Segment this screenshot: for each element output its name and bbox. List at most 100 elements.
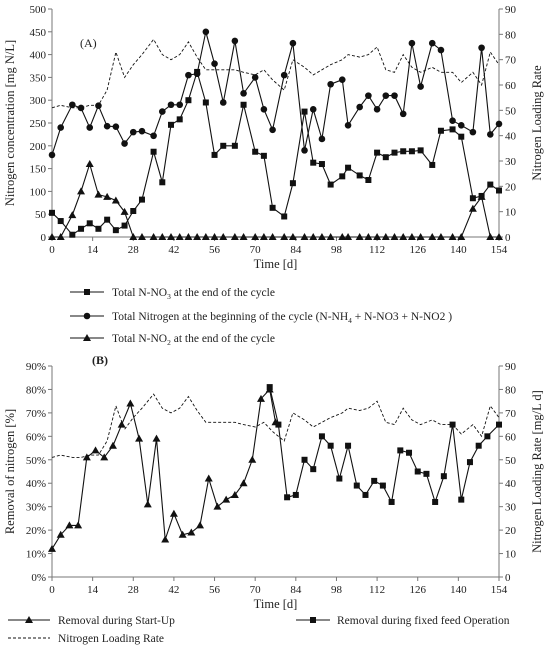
data-point [339, 173, 346, 180]
series-total-n-no3-at-the-end-of-the-cycle [49, 68, 502, 238]
data-point [56, 530, 65, 538]
data-point [268, 233, 277, 240]
data-point [158, 108, 166, 115]
chart-panel-a: 0 14 28 42 56 70 84 98 112 126 140 1540501001502002… [3, 4, 544, 347]
data-point [49, 209, 55, 216]
y-tick-label: 30% [26, 502, 46, 514]
x-tick-label: 154 [491, 584, 508, 596]
legend-marker [84, 289, 90, 295]
data-point [356, 103, 363, 111]
series-line [51, 388, 277, 550]
data-point [143, 500, 152, 508]
x-tick-label: 14 [87, 244, 99, 256]
data-point [469, 195, 476, 202]
x-tick-label: 70 [250, 244, 262, 256]
y-tick-label: 400 [30, 50, 47, 62]
data-point [496, 421, 502, 428]
y2-axis-title: Nitrogen Loading Rate [mg/L d] [530, 390, 544, 553]
data-point [373, 233, 382, 240]
x-tick-label: 98 [331, 244, 343, 256]
data-point [496, 187, 502, 194]
data-point [202, 99, 209, 106]
data-point [168, 121, 175, 128]
legend-entry: Total N-NO2 at the end of the cycle [112, 333, 275, 347]
data-point [112, 123, 120, 130]
data-point [91, 446, 100, 454]
data-point [185, 97, 192, 104]
data-point [437, 127, 444, 134]
data-point [103, 122, 111, 130]
data-point [397, 447, 404, 454]
x-axis-title: Time [d] [254, 597, 298, 611]
data-point [48, 233, 56, 240]
data-point [137, 233, 146, 240]
x-tick-label: 28 [128, 244, 140, 256]
data-point [437, 46, 445, 54]
data-point [126, 399, 135, 407]
y-tick-label: 60% [26, 431, 46, 443]
data-point [432, 498, 439, 505]
series-total-nitrogen-at-the-beginning-of-the-cycle-n-nh4-n-no3-n-no2 [48, 28, 503, 159]
data-point [187, 528, 196, 536]
data-point [469, 128, 477, 136]
y-tick-label: 350 [30, 72, 47, 84]
data-point [458, 133, 465, 140]
series-removal-during-fixed-feed-operation [266, 384, 502, 505]
data-point [176, 101, 184, 109]
y-tick-label: 40% [26, 478, 46, 490]
data-point [178, 530, 187, 538]
data-point [94, 190, 103, 198]
y2-tick-label: 90 [505, 4, 517, 16]
data-point [292, 491, 299, 498]
y-tick-label: 0 [41, 232, 47, 244]
data-point [399, 110, 407, 118]
data-point [185, 71, 192, 79]
data-point [416, 233, 425, 240]
y-tick-label: 150 [30, 164, 47, 176]
x-tick-label: 112 [369, 244, 385, 256]
data-point [408, 39, 416, 47]
data-point [220, 142, 227, 149]
data-point [486, 131, 494, 138]
data-point [129, 233, 138, 240]
data-point [458, 496, 465, 503]
data-point [260, 106, 268, 113]
data-point [318, 161, 325, 168]
data-point [406, 449, 413, 456]
data-point [129, 128, 137, 136]
data-point [289, 180, 296, 187]
data-point [478, 44, 485, 52]
data-point [256, 394, 265, 402]
legend-marker [310, 617, 316, 623]
panel-label: (A) [80, 36, 97, 50]
series-nitrogen-loading-rate [51, 393, 500, 458]
x-tick-label: 56 [209, 244, 221, 256]
data-point [167, 233, 176, 240]
data-point [86, 220, 93, 227]
data-point [138, 127, 146, 135]
data-point [486, 233, 495, 240]
y2-tick-label: 20 [505, 181, 517, 193]
data-point [204, 474, 213, 482]
data-point [65, 521, 74, 529]
data-point [161, 535, 170, 543]
data-point [280, 71, 288, 79]
data-point [344, 121, 352, 129]
data-point [74, 521, 83, 529]
y-tick-label: 70% [26, 408, 46, 420]
data-point [408, 148, 415, 155]
series-total-n-no2-at-the-end-of-the-cycle [48, 160, 503, 240]
data-point [121, 222, 128, 229]
y2-tick-label: 10 [505, 549, 517, 561]
x-tick-label: 154 [491, 244, 508, 256]
data-point [69, 101, 76, 109]
data-point [477, 192, 486, 200]
data-point [196, 521, 205, 529]
y-tick-label: 200 [30, 141, 47, 153]
data-point [326, 233, 335, 240]
data-point [135, 434, 144, 442]
y2-tick-label: 90 [505, 361, 517, 373]
chart-panel-b: 0 14 28 42 56 70 84 98 112 126 140 154 0% 10% 20% 30% 40… [3, 353, 544, 645]
x-tick-label: 98 [331, 584, 343, 596]
data-point [219, 233, 228, 240]
